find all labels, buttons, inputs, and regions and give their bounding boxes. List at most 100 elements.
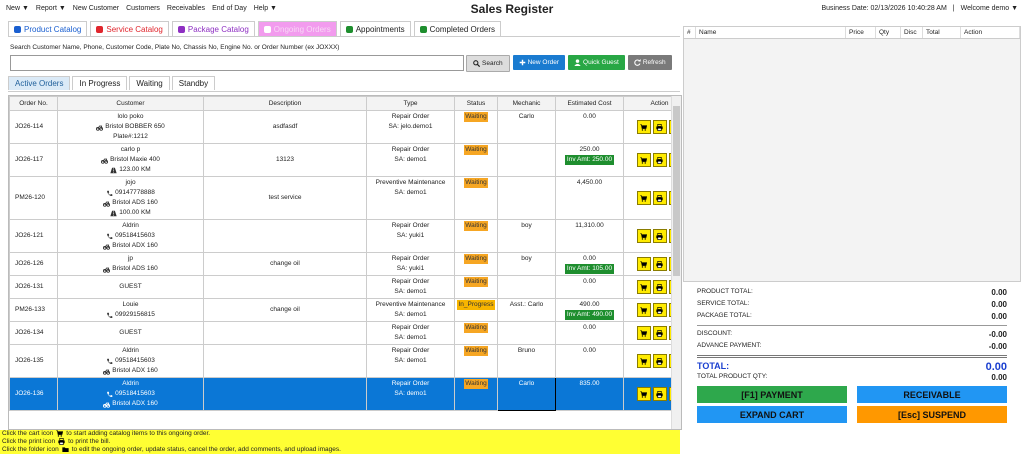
order-tab[interactable]: Active Orders	[8, 76, 71, 90]
button[interactable]: New Order	[512, 55, 566, 70]
icon	[656, 306, 663, 314]
customer-line: Bristol ADS 160	[58, 198, 203, 208]
customer-line: GUEST	[58, 282, 203, 292]
order-number: JO26-131	[9, 275, 58, 299]
print-button[interactable]	[652, 153, 667, 167]
order-row[interactable]: JO26-121 Aldrin 09518415603 Bristol ADX 160…	[9, 219, 681, 253]
search-input[interactable]	[10, 55, 464, 71]
order-row[interactable]: JO26-117 carlo p Bristol Maxie 400 123.00 K…	[9, 143, 681, 177]
action-button[interactable]: RECEIVABLE	[857, 386, 1007, 403]
order-tab[interactable]: In Progress	[72, 76, 128, 90]
total-row: ADVANCE PAYMENT: -0.00	[697, 342, 1007, 351]
print-button[interactable]	[652, 191, 667, 205]
customer-cell: Aldrin 09518415603 Bristol ADX 160	[57, 377, 204, 411]
print-button[interactable]	[652, 326, 667, 340]
tab-label: Product Catalog	[24, 25, 82, 34]
order-row[interactable]: PM26-120 jojo 09147778888 Bristol ADS 160 10…	[9, 176, 681, 220]
menu-item[interactable]: Receivables	[166, 5, 206, 12]
menu-item[interactable]: Customers	[126, 5, 160, 12]
scrollbar[interactable]	[671, 96, 681, 429]
button[interactable]: Quick Guest	[568, 55, 625, 70]
help-notes: Click the cart icon to start adding catal…	[0, 430, 680, 454]
menu-item[interactable]: New Customer	[72, 5, 120, 12]
cart-button[interactable]	[636, 303, 651, 317]
cart-button[interactable]	[636, 257, 651, 271]
cart-button[interactable]	[636, 326, 651, 340]
button[interactable]: Search	[466, 55, 510, 72]
cart-button[interactable]	[636, 120, 651, 134]
order-row[interactable]: JO26-131 GUEST Repair Order SA: demo1 Waitin…	[9, 275, 681, 299]
cart-button[interactable]	[636, 280, 651, 294]
catalog-tab[interactable]: Completed Orders	[413, 21, 501, 37]
column-header: Type	[366, 96, 455, 111]
cart-button[interactable]	[636, 153, 651, 167]
menu-item[interactable]: Help ▼	[253, 5, 277, 12]
print-button[interactable]	[652, 354, 667, 368]
column-header: Order No.	[9, 96, 58, 111]
menu-item[interactable]: Report ▼	[35, 5, 66, 12]
cost-cell: 0.00	[555, 275, 624, 299]
type-line: Preventive Maintenance	[375, 179, 446, 186]
order-row[interactable]: JO26-135 Aldrin 09518415603 Bristol ADX 160…	[9, 344, 681, 378]
cart-button[interactable]	[636, 387, 651, 401]
total-row: PACKAGE TOTAL: 0.00	[697, 312, 1007, 321]
icon	[640, 260, 647, 268]
type-cell: Repair Order SA: demo1	[366, 321, 455, 345]
print-button[interactable]	[652, 280, 667, 294]
menu-item[interactable]: New ▼	[6, 5, 29, 12]
orders-table: Order No. Customer Description Type Status Me…	[9, 96, 681, 411]
icon	[656, 156, 663, 164]
print-button[interactable]	[652, 257, 667, 271]
description-cell	[203, 219, 367, 253]
cost-cell: 0.00	[555, 344, 624, 378]
customer-text: 09147778888	[115, 189, 155, 196]
catalog-tab[interactable]: Product Catalog	[8, 21, 88, 37]
cost-cell: 11,310.00	[555, 219, 624, 253]
type-line: SA: yuki1	[396, 265, 425, 272]
action-button[interactable]: [F1] PAYMENT	[697, 386, 847, 403]
menu-item[interactable]: End of Day	[212, 5, 247, 12]
print-button[interactable]	[652, 387, 667, 401]
mechanic: Carlo	[518, 380, 535, 387]
button[interactable]: Refresh	[627, 55, 672, 70]
action-button[interactable]: [Esc] SUSPEND	[857, 406, 1007, 423]
tab-icon	[96, 26, 104, 33]
print-button[interactable]	[652, 120, 667, 134]
cart-button[interactable]	[636, 354, 651, 368]
catalog-tab[interactable]: Appointments	[339, 21, 411, 37]
order-row[interactable]: JO26-114 lolo poko Bristol BOBBER 650 Plate…	[9, 110, 681, 144]
mechanic-cell: boy	[497, 219, 556, 253]
cart-button[interactable]	[636, 229, 651, 243]
total-label: TOTAL PRODUCT QTY:	[697, 373, 768, 380]
catalog-tab[interactable]: Service Catalog	[90, 21, 169, 37]
order-row[interactable]: PM26-133 Louie 09929156815 change oil Preven…	[9, 298, 681, 322]
customer-cell: GUEST	[57, 275, 204, 299]
type-line: Repair Order	[391, 146, 430, 153]
catalog-tab[interactable]: Package Catalog	[171, 21, 255, 37]
order-row[interactable]: JO26-126 jp Bristol ADS 160 change oil Repai…	[9, 252, 681, 276]
order-tab[interactable]: Waiting	[129, 76, 170, 90]
column-header: Customer	[57, 96, 204, 111]
type-line: SA: jelo.demo1	[388, 123, 433, 130]
icon	[96, 125, 104, 131]
order-row[interactable]: JO26-136 Aldrin 09518415603 Bristol ADX 160…	[9, 377, 681, 411]
print-button[interactable]	[652, 303, 667, 317]
mechanic: Asst.: Carlo	[509, 301, 544, 308]
customer-line: GUEST	[58, 328, 203, 338]
icon	[103, 402, 111, 408]
order-number: JO26-117	[9, 143, 58, 177]
catalog-tab[interactable]: Ongoing Orders	[257, 21, 337, 37]
order-row[interactable]: JO26-134 GUEST Repair Order SA: demo1 Waitin…	[9, 321, 681, 345]
action-button[interactable]: EXPAND CART	[697, 406, 847, 423]
customer-text: jp	[127, 255, 134, 262]
estimated-cost: 250.00	[579, 146, 600, 153]
type-line: SA: demo1	[394, 311, 427, 318]
user-menu[interactable]: Welcome demo ▼	[960, 5, 1018, 12]
print-button[interactable]	[652, 229, 667, 243]
customer-text: 123.00 KM	[119, 166, 151, 173]
customer-line: Plate#:1212	[58, 132, 203, 142]
cart-button[interactable]	[636, 191, 651, 205]
order-tab[interactable]: Standby	[171, 76, 216, 90]
action-buttons: [F1] PAYMENT RECEIVABLE EXPAND CART [Esc] S…	[697, 386, 1007, 423]
button-label: Refresh	[642, 59, 666, 66]
